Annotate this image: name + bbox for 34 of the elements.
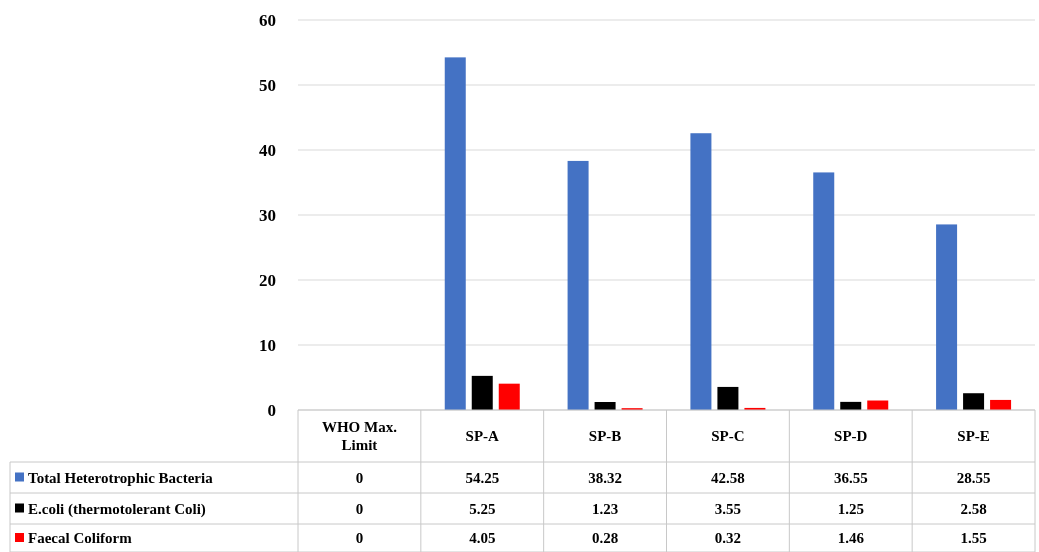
data-label: 0: [355, 500, 364, 517]
data-label: 5.25: [469, 500, 496, 517]
x-tick-label: SP-E: [957, 428, 990, 445]
x-tick-label: SP-D: [834, 428, 868, 445]
y-tick-label: 40: [259, 140, 276, 160]
y-tick-label: 60: [259, 10, 276, 30]
y-tick-label: 50: [259, 75, 276, 95]
data-label: 1.23: [591, 500, 619, 517]
y-tick-label: 30: [259, 205, 276, 225]
data-label: 38.32: [588, 469, 622, 486]
legend-label: Total Heterotrophic Bacteria: [28, 469, 214, 486]
x-tick-label: SP-B: [588, 428, 622, 445]
y-tick-label: 10: [259, 335, 276, 355]
y-tick-label: 20: [259, 270, 276, 290]
data-label: 0.32: [714, 530, 742, 547]
x-tick-label: SP-A: [465, 428, 500, 445]
data-label: 1.25: [837, 500, 864, 517]
data-label: 42.58: [711, 469, 745, 486]
data-label: 36.55: [833, 469, 868, 486]
data-label: 3.55: [714, 500, 742, 517]
x-tick-label: WHO Max. Limit: [321, 419, 398, 454]
y-tick-label: 0: [267, 400, 276, 420]
legend-label: Faecal Coliform: [28, 530, 133, 547]
data-label: 1.46: [837, 530, 865, 547]
data-label: 54.25: [465, 469, 500, 486]
x-tick-label: SP-C: [711, 428, 745, 445]
data-label: 0.28: [591, 530, 619, 547]
data-label: 0: [355, 530, 364, 547]
data-label: 28.55: [956, 469, 991, 486]
data-label: 0: [355, 469, 364, 486]
data-label: 4.05: [469, 530, 496, 547]
data-label: 2.58: [960, 500, 987, 517]
legend-label: E.coli (thermotolerant Coli): [28, 500, 206, 518]
data-label: 1.55: [960, 530, 987, 547]
